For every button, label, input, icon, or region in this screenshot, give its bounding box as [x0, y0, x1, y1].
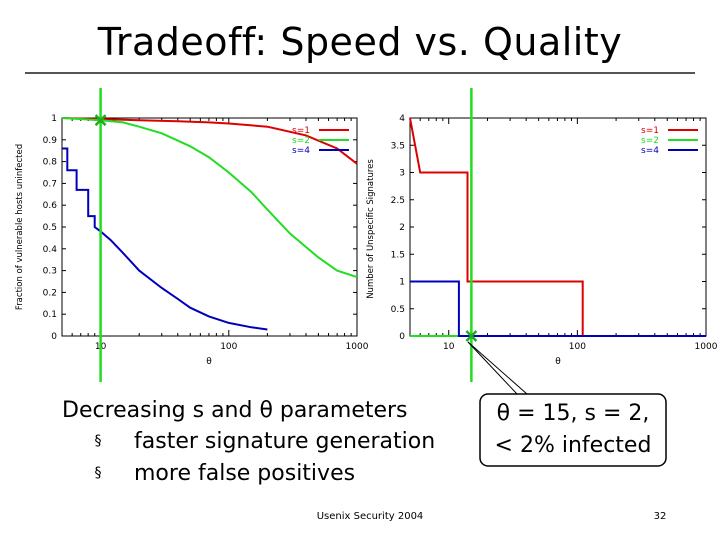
- right-chart-ylabel: Number of Unspecific Signatures: [366, 159, 376, 299]
- bullet-block: Decreasing s and θ parameters § faster s…: [62, 398, 435, 489]
- right-ytick-label: 1: [399, 278, 405, 288]
- left-highlight-marker: [94, 114, 107, 127]
- bullet-list: § faster signature generation § more fal…: [62, 425, 436, 489]
- right-series-line: [410, 280, 706, 337]
- right-ytick-label: 0: [399, 332, 405, 342]
- left-chart-legend: s=1s=2s=4: [292, 126, 349, 156]
- right-chart-ticks: 0 0.5 1 1.5 2 2.5 3 3.5 4 10 100 1000: [391, 114, 718, 352]
- right-ytick-label: 3: [399, 169, 405, 179]
- right-ytick-label: 2: [399, 223, 405, 233]
- left-chart-ylabel: Fraction of vulnerable hosts uninfected: [15, 144, 25, 310]
- right-chart-xlabel: θ: [555, 357, 561, 367]
- right-legend-label: s=4: [641, 146, 659, 156]
- slide-title: Tradeoff: Speed vs. Quality: [97, 20, 623, 64]
- left-legend-label: s=1: [292, 126, 310, 136]
- right-highlight-marker: [465, 330, 478, 342]
- right-ytick-label: 0.5: [391, 305, 405, 315]
- highlight-lines: [94, 88, 478, 382]
- bullet-marker: §: [94, 465, 102, 481]
- left-ytick-label: 0.2: [43, 288, 57, 298]
- left-xtick-label: 1000: [346, 342, 369, 352]
- left-ytick-label: 0.1: [43, 310, 57, 320]
- left-ytick-label: 0.5: [43, 223, 57, 233]
- right-ytick-label: 3.5: [391, 141, 405, 151]
- left-ytick-label: 0.8: [43, 158, 58, 168]
- left-series-line: [61, 117, 358, 279]
- right-ytick-label: 2.5: [391, 196, 405, 206]
- right-chart-frame: [409, 117, 707, 337]
- left-ytick-label: 0.4: [43, 245, 58, 255]
- bullets-heading: Decreasing s and θ parameters: [62, 398, 408, 423]
- left-chart-frame: [61, 117, 358, 337]
- callout-line: θ = 15, s = 2,: [496, 401, 650, 426]
- right-chart-legend: s=1s=2s=4: [641, 126, 698, 156]
- left-xtick-label: 100: [220, 342, 237, 352]
- bullet-marker: §: [94, 433, 102, 449]
- right-xtick-label: 1000: [695, 342, 718, 352]
- left-chart-xlabel: θ: [206, 357, 212, 367]
- left-ytick-label: 0.9: [43, 136, 58, 146]
- right-xtick-label: 10: [443, 342, 455, 352]
- left-chart-series: [61, 117, 358, 331]
- left-ytick-label: 1: [51, 114, 57, 124]
- right-ytick-label: 4: [399, 114, 405, 124]
- right-legend-label: s=1: [641, 126, 659, 136]
- left-legend-label: s=2: [292, 136, 310, 146]
- bullet-text: faster signature generation: [134, 428, 436, 454]
- bullet-text: more false positives: [134, 460, 356, 486]
- callout-pointer: [467, 341, 527, 395]
- bullet-item: § more false positives: [62, 457, 435, 489]
- callout-box: [479, 393, 667, 467]
- left-series-line: [62, 147, 268, 331]
- callout-line: < 2% infected: [494, 433, 652, 458]
- left-chart-ticks: 00.10.20.30.40.50.60.70.80.91101001000: [43, 114, 369, 352]
- left-ytick-label: 0.6: [43, 201, 58, 211]
- left-series-line: [61, 117, 358, 165]
- right-ytick-label: 1.5: [391, 250, 405, 260]
- page-number: 32: [653, 511, 667, 522]
- right-chart-series: [409, 117, 706, 337]
- title-rule: [25, 72, 695, 74]
- right-xtick-label: 100: [569, 342, 586, 352]
- left-ytick-label: 0.3: [43, 267, 57, 277]
- callout-text: θ = 15, s = 2, < 2% infected: [482, 398, 664, 462]
- footer: Usenix Security 2004: [316, 511, 424, 522]
- left-ytick-label: 0: [51, 332, 57, 342]
- right-legend-label: s=2: [641, 136, 659, 146]
- left-legend-label: s=4: [292, 146, 310, 156]
- bullet-item: § faster signature generation: [62, 425, 436, 457]
- callout-pointer-edge: [467, 341, 528, 395]
- left-ytick-label: 0.7: [43, 179, 57, 189]
